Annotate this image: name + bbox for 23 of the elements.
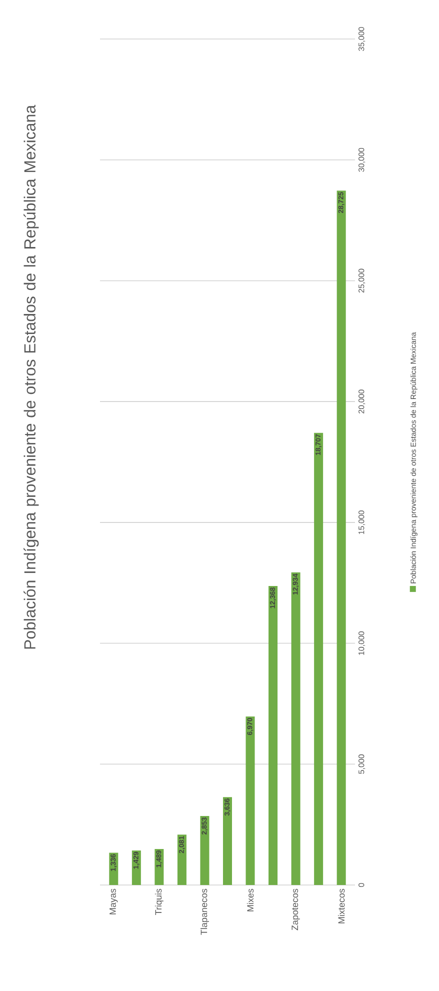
y-tick-label: 5,000 [358,754,366,774]
bar [177,834,186,885]
y-tick-label: 20,000 [358,390,366,414]
x-tick-label: Mayas [110,888,118,914]
x-tick-label: Mixtecos [338,888,345,924]
bar [314,432,324,885]
bar [291,572,300,885]
bar [336,190,346,885]
y-tick-label: 0 [358,883,364,887]
text: Población Indígena proveniente de otros Estados de la República Mexicana [24,104,39,649]
y-tick-label: 30,000 [358,148,366,172]
bar [268,586,278,885]
x-tick-label: Triquis [154,888,164,915]
x-tick-label: Mixes [246,888,254,912]
bar [222,797,232,885]
y-tick-label: 10,000 [358,631,366,655]
x-tick-label: Tlapanecos [200,888,209,935]
y-tick-label: 25,000 [358,268,366,293]
y-tick-label: 35,000 [358,27,366,51]
y-tick-label: 15,000 [358,510,366,534]
x-tick-label: Zapotecos [292,888,300,930]
bar [200,816,210,885]
bar [246,716,255,885]
